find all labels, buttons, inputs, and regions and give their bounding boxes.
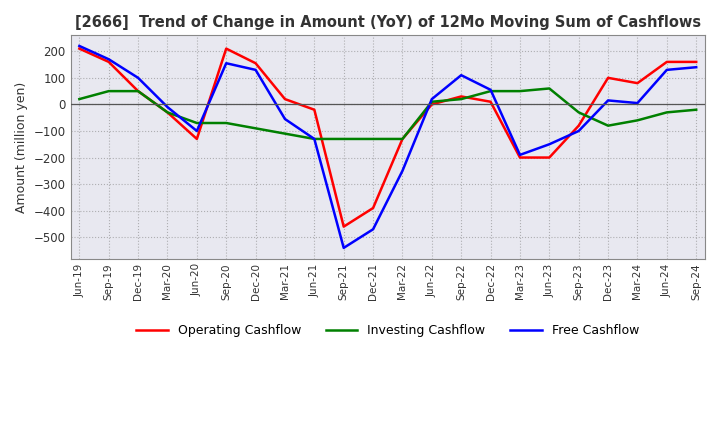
Investing Cashflow: [339, 136, 348, 142]
Free Cashflow: [222, 61, 230, 66]
Line: Investing Cashflow: Investing Cashflow: [79, 88, 696, 139]
Investing Cashflow: [662, 110, 671, 115]
Free Cashflow: [251, 67, 260, 73]
Operating Cashflow: [545, 155, 554, 160]
Line: Free Cashflow: Free Cashflow: [79, 46, 696, 248]
Operating Cashflow: [575, 123, 583, 128]
Free Cashflow: [428, 96, 436, 102]
Investing Cashflow: [310, 136, 319, 142]
Y-axis label: Amount (million yen): Amount (million yen): [15, 81, 28, 213]
Operating Cashflow: [339, 224, 348, 229]
Investing Cashflow: [604, 123, 613, 128]
Investing Cashflow: [75, 96, 84, 102]
Free Cashflow: [75, 43, 84, 48]
Investing Cashflow: [134, 88, 143, 94]
Investing Cashflow: [516, 88, 524, 94]
Operating Cashflow: [604, 75, 613, 81]
Free Cashflow: [192, 128, 201, 134]
Free Cashflow: [545, 142, 554, 147]
Operating Cashflow: [398, 136, 407, 142]
Operating Cashflow: [310, 107, 319, 112]
Investing Cashflow: [251, 126, 260, 131]
Free Cashflow: [662, 67, 671, 73]
Operating Cashflow: [428, 102, 436, 107]
Investing Cashflow: [428, 99, 436, 104]
Operating Cashflow: [192, 136, 201, 142]
Free Cashflow: [516, 152, 524, 158]
Free Cashflow: [339, 245, 348, 250]
Free Cashflow: [134, 75, 143, 81]
Free Cashflow: [604, 98, 613, 103]
Free Cashflow: [310, 136, 319, 142]
Operating Cashflow: [516, 155, 524, 160]
Operating Cashflow: [486, 99, 495, 104]
Investing Cashflow: [281, 131, 289, 136]
Investing Cashflow: [163, 110, 172, 115]
Investing Cashflow: [369, 136, 377, 142]
Free Cashflow: [369, 227, 377, 232]
Investing Cashflow: [398, 136, 407, 142]
Free Cashflow: [457, 73, 466, 78]
Title: [2666]  Trend of Change in Amount (YoY) of 12Mo Moving Sum of Cashflows: [2666] Trend of Change in Amount (YoY) o…: [75, 15, 701, 30]
Operating Cashflow: [281, 96, 289, 102]
Free Cashflow: [398, 168, 407, 173]
Operating Cashflow: [662, 59, 671, 65]
Investing Cashflow: [692, 107, 701, 112]
Operating Cashflow: [692, 59, 701, 65]
Operating Cashflow: [134, 88, 143, 94]
Operating Cashflow: [457, 94, 466, 99]
Investing Cashflow: [633, 118, 642, 123]
Investing Cashflow: [104, 88, 113, 94]
Investing Cashflow: [545, 86, 554, 91]
Operating Cashflow: [633, 81, 642, 86]
Line: Operating Cashflow: Operating Cashflow: [79, 48, 696, 227]
Operating Cashflow: [75, 46, 84, 51]
Free Cashflow: [633, 100, 642, 106]
Free Cashflow: [486, 87, 495, 92]
Operating Cashflow: [163, 110, 172, 115]
Free Cashflow: [163, 104, 172, 110]
Operating Cashflow: [369, 205, 377, 211]
Operating Cashflow: [251, 61, 260, 66]
Investing Cashflow: [457, 96, 466, 102]
Free Cashflow: [104, 57, 113, 62]
Investing Cashflow: [486, 88, 495, 94]
Free Cashflow: [281, 117, 289, 122]
Operating Cashflow: [222, 46, 230, 51]
Investing Cashflow: [192, 121, 201, 126]
Investing Cashflow: [575, 110, 583, 115]
Free Cashflow: [692, 65, 701, 70]
Investing Cashflow: [222, 121, 230, 126]
Free Cashflow: [575, 128, 583, 134]
Legend: Operating Cashflow, Investing Cashflow, Free Cashflow: Operating Cashflow, Investing Cashflow, …: [137, 324, 639, 337]
Operating Cashflow: [104, 59, 113, 65]
